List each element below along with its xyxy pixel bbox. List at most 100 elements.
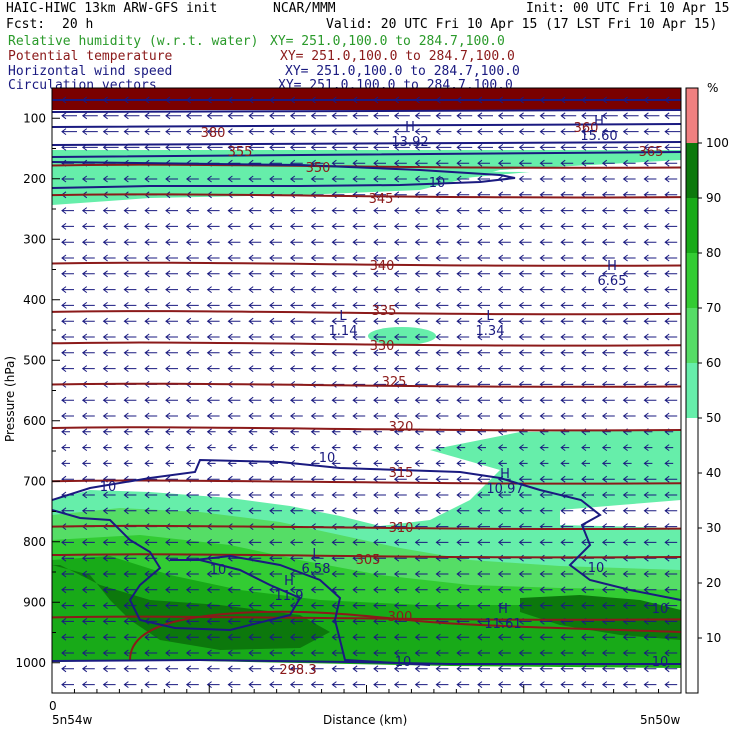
- vector-arrow: [664, 159, 678, 167]
- vector-arrow: [81, 665, 95, 673]
- vector-arrow: [414, 602, 428, 609]
- vector-arrow: [331, 333, 345, 341]
- vector-arrow: [310, 270, 324, 278]
- vector-arrow: [435, 602, 449, 609]
- field-name-circ: Circulation vectors: [8, 79, 157, 89]
- vector-arrow: [414, 349, 428, 357]
- vector-arrow: [581, 144, 597, 151]
- vector-arrow: [497, 681, 511, 688]
- vector-arrow: [497, 112, 514, 120]
- vector-arrow: [81, 681, 95, 688]
- vector-arrow: [373, 175, 386, 183]
- vector-arrow: [601, 649, 615, 657]
- vector-arrow: [560, 302, 574, 309]
- vector-arrow: [248, 602, 262, 609]
- vector-arrow: [497, 649, 511, 657]
- vector-arrow: [373, 112, 389, 120]
- vector-arrow: [248, 112, 265, 120]
- vector-arrow: [81, 444, 91, 451]
- vector-arrow: [331, 317, 345, 325]
- vector-arrow: [144, 507, 158, 515]
- vector-arrow: [165, 238, 178, 246]
- vector-arrow: [664, 207, 678, 214]
- vector-arrow: [144, 412, 158, 420]
- vector-arrow: [477, 633, 490, 641]
- vector-arrow: [414, 507, 428, 515]
- vector-arrow: [248, 223, 262, 230]
- vector-arrow: [477, 238, 490, 246]
- vector-arrow: [61, 207, 74, 214]
- vector-arrow: [61, 349, 74, 357]
- vector-arrow: [289, 665, 303, 673]
- vector-arrow: [622, 570, 636, 578]
- vector-arrow: [414, 270, 428, 278]
- vector-arrow: [393, 602, 407, 609]
- vector-arrow: [144, 491, 158, 499]
- vector-arrow: [123, 665, 137, 673]
- speed-label: 10: [429, 176, 446, 191]
- colorbar-tick-label: 70: [706, 301, 721, 315]
- field-name-theta: Potential temperature: [8, 49, 173, 64]
- vector-arrow: [331, 396, 345, 404]
- org-title: NCAR/MMM: [273, 1, 336, 16]
- vector-arrow: [560, 175, 574, 183]
- vector-arrow: [435, 175, 449, 183]
- vector-arrow: [61, 649, 74, 657]
- vector-arrow: [227, 112, 244, 120]
- vector-arrow: [477, 491, 490, 499]
- extrema-value: 13.92: [391, 135, 428, 150]
- vector-arrow: [497, 238, 511, 246]
- vector-arrow: [352, 270, 366, 278]
- vector-arrow: [393, 633, 407, 641]
- theta-label: 315: [389, 466, 414, 481]
- vector-arrow: [102, 302, 116, 309]
- vector-arrow: [144, 649, 158, 657]
- vector-arrow: [123, 175, 137, 183]
- vector-arrow: [227, 444, 237, 451]
- vector-arrow: [373, 681, 386, 688]
- vector-arrow: [227, 365, 241, 372]
- vector-arrow: [102, 412, 116, 420]
- vector-arrow: [123, 586, 137, 594]
- vector-arrow: [61, 602, 74, 609]
- colorbar-swatch: [686, 308, 698, 363]
- vector-arrow: [123, 238, 137, 246]
- vector-arrow: [165, 460, 174, 467]
- vector-arrow: [373, 507, 386, 515]
- vector-arrow: [165, 412, 178, 420]
- vector-arrow: [352, 144, 369, 151]
- vector-arrow: [310, 144, 327, 151]
- theta-label: 350: [306, 161, 331, 176]
- vector-arrow: [289, 570, 303, 578]
- vector-arrow: [81, 396, 95, 404]
- vector-arrow: [393, 302, 407, 309]
- vector-arrow: [310, 175, 324, 183]
- vector-arrow: [102, 333, 116, 341]
- vector-arrow: [518, 128, 535, 135]
- vector-arrow: [497, 460, 507, 467]
- x-axis: [51, 685, 682, 693]
- vector-arrow: [165, 254, 178, 262]
- vector-arrow: [102, 128, 119, 135]
- vector-arrow: [144, 207, 158, 214]
- vector-arrow: [601, 365, 615, 372]
- vector-arrow: [165, 586, 178, 594]
- vector-arrow: [581, 207, 594, 214]
- vector-arrow: [206, 396, 220, 404]
- vector-arrow: [102, 223, 116, 230]
- theta-label: 320: [389, 420, 414, 435]
- vector-arrow: [310, 238, 324, 246]
- vector-arrow: [352, 491, 366, 499]
- vector-arrow: [393, 586, 407, 594]
- y-tick-label: 500: [23, 353, 46, 367]
- theta-label: 335: [372, 304, 397, 319]
- vector-arrow: [373, 128, 389, 135]
- vector-arrow: [560, 460, 570, 467]
- vector-arrow: [373, 349, 386, 357]
- vector-arrow: [414, 302, 428, 309]
- vector-arrow: [497, 128, 514, 135]
- vector-arrow: [227, 649, 241, 657]
- vector-arrow: [560, 144, 577, 151]
- vector-arrow: [560, 665, 574, 673]
- vector-arrow: [622, 333, 636, 341]
